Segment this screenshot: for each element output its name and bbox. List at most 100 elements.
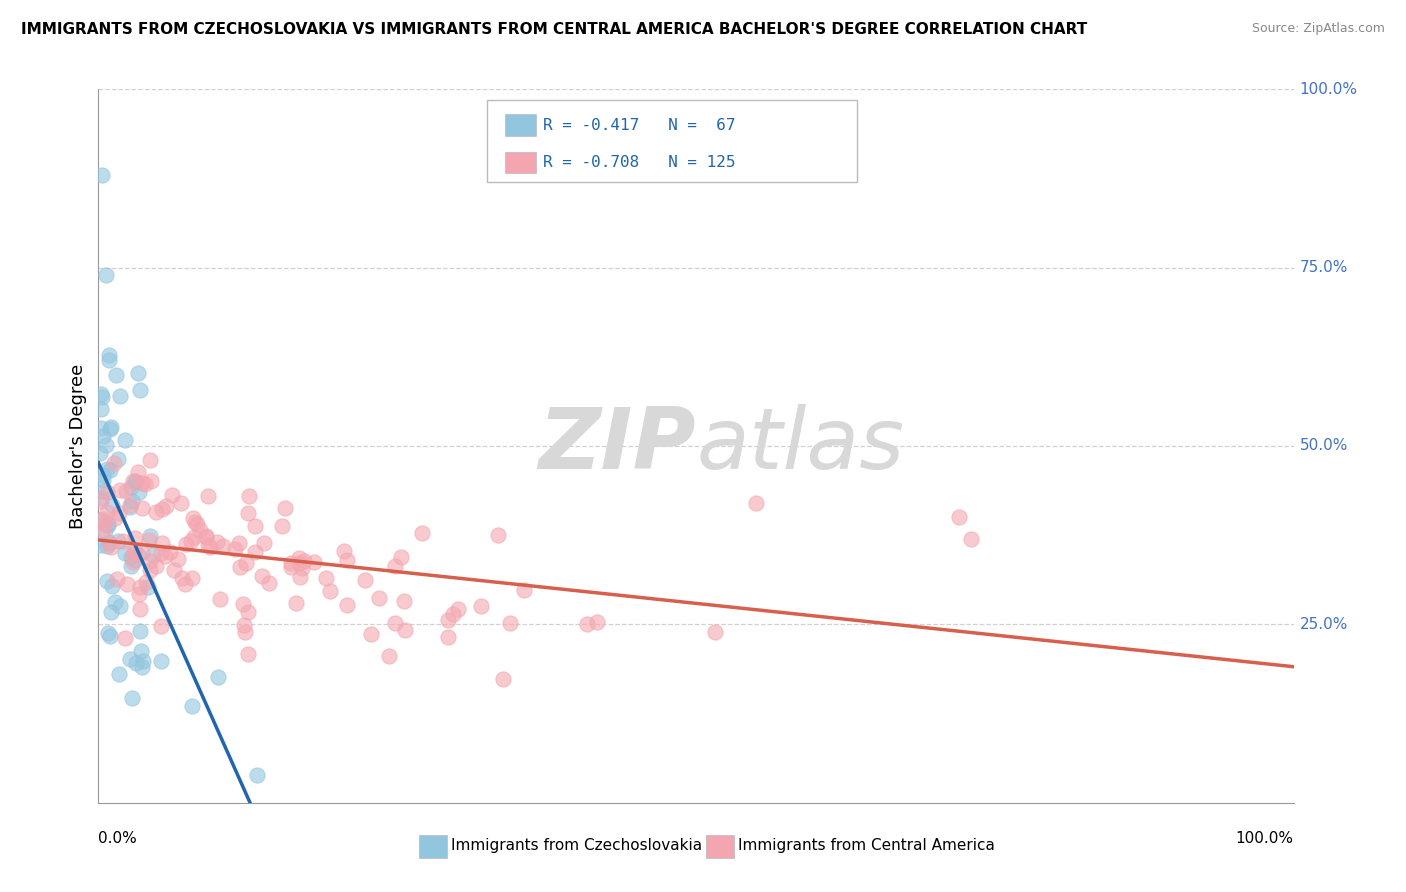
Point — [94, 524, 117, 539]
Point — [368, 591, 391, 605]
Point — [91, 168, 114, 182]
Point — [120, 480, 142, 494]
Point — [411, 526, 433, 541]
Point — [91, 429, 114, 443]
FancyBboxPatch shape — [505, 152, 536, 173]
Point — [150, 654, 173, 668]
FancyBboxPatch shape — [486, 100, 858, 182]
Point — [124, 531, 146, 545]
Point — [122, 474, 145, 488]
Point — [153, 549, 176, 564]
Point — [304, 555, 326, 569]
Point — [145, 504, 167, 518]
Point — [121, 555, 143, 569]
Point — [100, 419, 122, 434]
Point — [224, 542, 246, 557]
Point — [125, 475, 148, 489]
Point — [105, 368, 128, 382]
Point — [176, 537, 198, 551]
Point — [91, 390, 114, 404]
Point — [384, 615, 406, 630]
Point — [704, 625, 727, 640]
Point — [107, 452, 129, 467]
Text: 100.0%: 100.0% — [1299, 82, 1358, 96]
Point — [960, 532, 983, 546]
Point — [389, 550, 412, 565]
Point — [93, 473, 115, 487]
Point — [111, 533, 134, 548]
Text: 25.0%: 25.0% — [1299, 617, 1348, 632]
Point — [235, 556, 257, 570]
Point — [167, 551, 190, 566]
Point — [98, 422, 121, 436]
Point — [353, 573, 375, 587]
Point — [228, 560, 250, 574]
Point — [97, 517, 120, 532]
Point — [183, 511, 205, 525]
Point — [288, 570, 311, 584]
Text: atlas: atlas — [696, 404, 904, 488]
Point — [101, 498, 124, 512]
Point — [114, 483, 136, 498]
Point — [170, 571, 193, 585]
Point — [107, 533, 129, 548]
Point — [188, 524, 211, 538]
Point — [96, 574, 118, 588]
Point — [103, 457, 125, 471]
Point — [115, 577, 138, 591]
Point — [118, 500, 141, 514]
Point — [97, 517, 120, 532]
Point — [121, 493, 143, 508]
Point — [150, 535, 173, 549]
Point — [93, 516, 115, 531]
Point — [90, 421, 112, 435]
Point — [280, 556, 302, 570]
Point — [333, 543, 356, 558]
Point — [104, 511, 127, 525]
Point — [100, 541, 122, 555]
Point — [138, 533, 160, 548]
Point — [145, 559, 167, 574]
Point — [139, 474, 162, 488]
Point — [124, 475, 146, 489]
Point — [97, 534, 120, 549]
Point — [159, 545, 181, 559]
Text: Source: ZipAtlas.com: Source: ZipAtlas.com — [1251, 22, 1385, 36]
Point — [180, 571, 202, 585]
Point — [125, 656, 148, 670]
Point — [94, 438, 117, 452]
Point — [513, 582, 536, 597]
Point — [335, 553, 357, 567]
Point — [163, 563, 186, 577]
Point — [127, 366, 149, 380]
Point — [211, 539, 233, 553]
Point — [122, 547, 145, 561]
Point — [94, 268, 117, 282]
Point — [155, 500, 177, 514]
Point — [90, 513, 112, 527]
Point — [315, 572, 337, 586]
Point — [257, 575, 280, 590]
Point — [274, 501, 297, 516]
Point — [745, 496, 768, 510]
Point — [96, 540, 118, 554]
Point — [284, 596, 307, 610]
Point — [96, 484, 118, 499]
Point — [90, 491, 112, 505]
Point — [233, 617, 256, 632]
Point — [228, 536, 250, 550]
Point — [135, 574, 157, 589]
Point — [142, 548, 165, 562]
Point — [394, 594, 416, 608]
Point — [107, 506, 129, 520]
Text: ZIP: ZIP — [538, 404, 696, 488]
Point — [150, 619, 173, 633]
Point — [134, 476, 156, 491]
Point — [575, 617, 598, 632]
Point — [253, 536, 276, 550]
Point — [183, 530, 205, 544]
Point — [207, 670, 229, 684]
Point — [499, 615, 522, 630]
Point — [319, 583, 342, 598]
Point — [174, 577, 197, 591]
